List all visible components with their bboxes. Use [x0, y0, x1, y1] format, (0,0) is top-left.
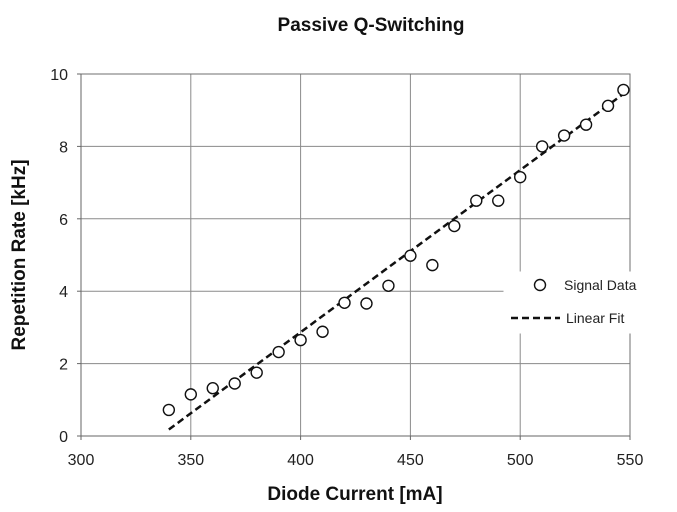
- signal-data-point: [557, 129, 571, 142]
- signal-data-point: [470, 194, 483, 207]
- signal-data-point: [206, 382, 219, 395]
- signal-data-point: [294, 333, 307, 347]
- signal-data-point: [360, 297, 373, 310]
- x-tick-label: 550: [617, 452, 644, 469]
- x-tick-label: 300: [68, 452, 95, 469]
- signal-data-point: [184, 388, 198, 401]
- linear-fit-layer: [168, 92, 625, 431]
- signal-data-point: [162, 403, 176, 417]
- signal-data-point: [404, 249, 417, 262]
- signal-data-point: [382, 279, 395, 292]
- signal-data-layer: [162, 83, 630, 417]
- y-tick-label: 8: [59, 139, 68, 156]
- signal-data-point: [492, 194, 505, 207]
- signal-data-point: [426, 258, 439, 272]
- signal-data-point: [338, 296, 351, 309]
- y-tick-label: 0: [59, 429, 68, 446]
- tick-labels: 300 350 400 450 500 550 0 2 4 6 8 10: [50, 67, 643, 469]
- signal-data-point: [272, 345, 285, 359]
- legend-signal-data-label: Signal Data: [564, 277, 637, 293]
- legend-signal-data-marker: [533, 278, 547, 292]
- x-tick-label: 450: [397, 452, 424, 469]
- signal-data-point: [316, 325, 329, 338]
- signal-data-point: [601, 99, 615, 113]
- x-tick-label: 350: [177, 452, 204, 469]
- signal-data-point: [228, 377, 241, 390]
- x-tick-label: 500: [507, 452, 534, 469]
- signal-data-point: [514, 170, 527, 184]
- y-tick-label: 6: [59, 212, 68, 229]
- chart-title: Passive Q-Switching: [278, 15, 465, 36]
- y-tick-label: 2: [59, 357, 68, 374]
- legend: Signal Data Linear Fit: [503, 271, 637, 334]
- signal-data-point: [250, 366, 263, 379]
- signal-data-point: [535, 140, 549, 153]
- linear-fit-line: [168, 92, 625, 431]
- y-tick-label: 4: [59, 284, 68, 301]
- legend-box: [503, 271, 636, 334]
- x-axis-title: Diode Current [mA]: [267, 484, 442, 505]
- y-axis-title: Repetition Rate [kHz]: [9, 159, 30, 350]
- y-tick-label: 10: [50, 67, 68, 84]
- signal-data-point: [579, 118, 593, 131]
- signal-data-point: [617, 83, 630, 97]
- x-tick-label: 400: [287, 452, 314, 469]
- signal-data-point: [448, 219, 461, 233]
- legend-linear-fit-label: Linear Fit: [566, 310, 624, 326]
- axes: [77, 73, 631, 440]
